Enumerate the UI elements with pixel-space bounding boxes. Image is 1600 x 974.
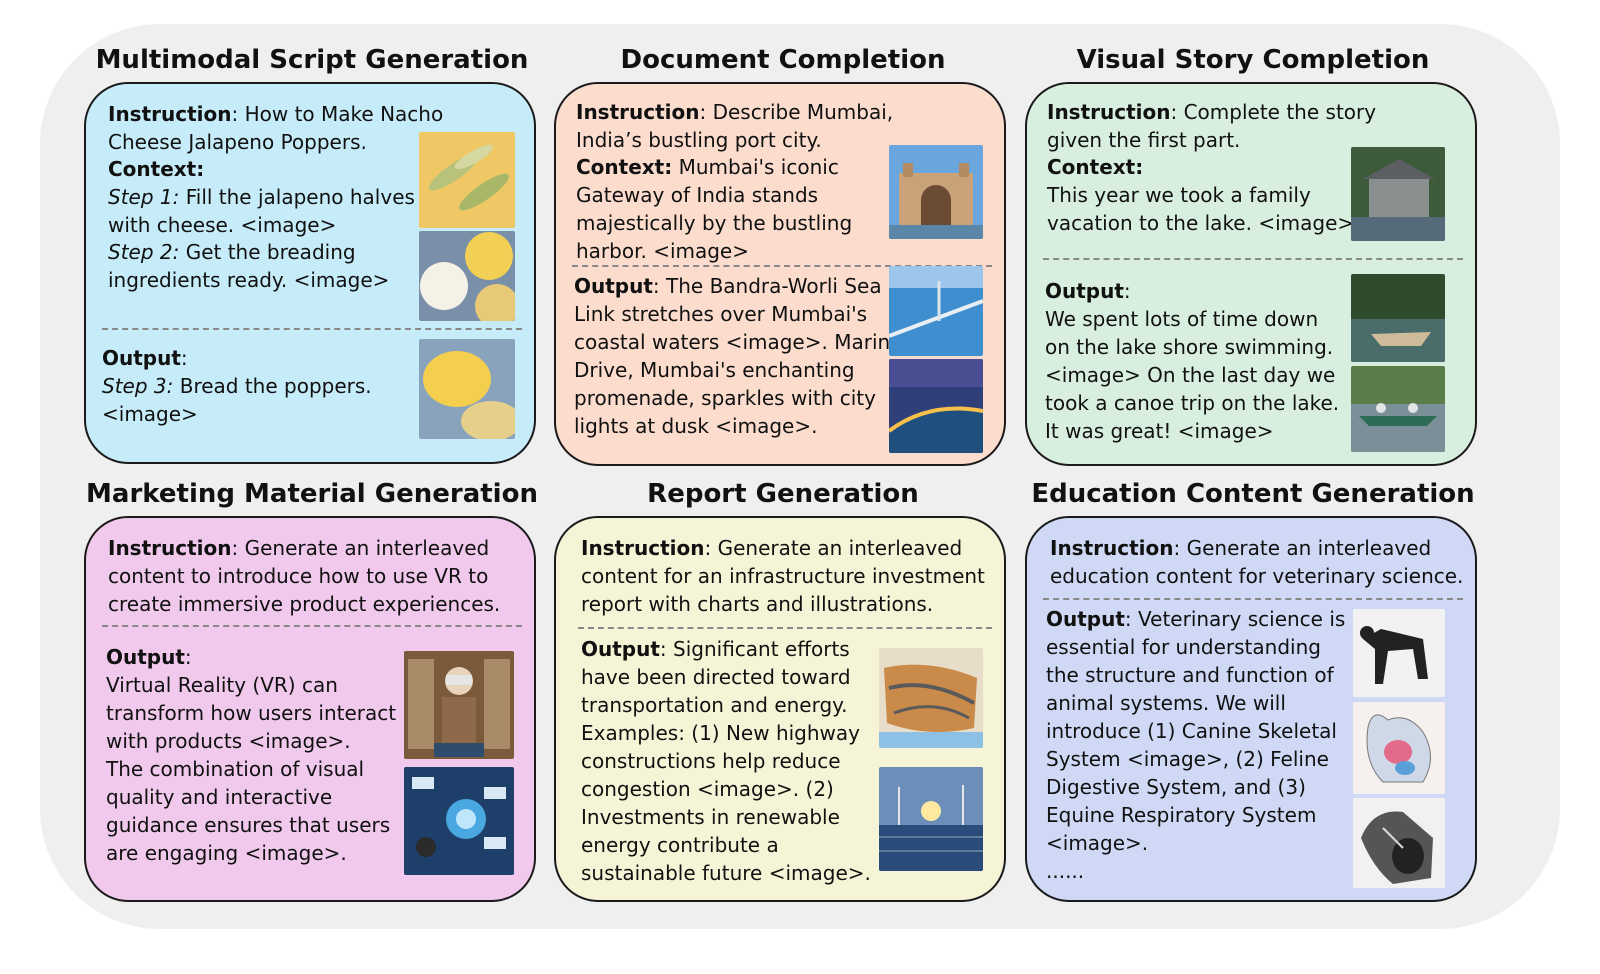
canoe-trip-image xyxy=(1351,366,1445,452)
gateway-of-india-image xyxy=(889,145,983,239)
canine-skeleton-image xyxy=(1353,609,1445,697)
bread-poppers-image xyxy=(419,339,515,439)
card1-step2: Step 2: Get the breading ingredients rea… xyxy=(108,240,390,292)
title-marketing-material: Marketing Material Generation xyxy=(86,479,538,509)
jalapeno-halves-image xyxy=(419,132,515,228)
card2-instruction: Instruction: Describe Mumbai, India’s bu… xyxy=(576,100,894,152)
card-document-completion: Instruction: Describe Mumbai, India’s bu… xyxy=(554,82,1006,466)
title-document-completion: Document Completion xyxy=(620,45,946,75)
card5-instruction: Instruction: Generate an interleaved con… xyxy=(581,536,985,616)
card2-output: Output: The Bandra-Worli Sea Link stretc… xyxy=(574,274,903,438)
card1-step3: Step 3: Bread the poppers. <image> xyxy=(102,374,372,426)
card5-divider xyxy=(578,627,992,629)
equine-respiratory-image xyxy=(1353,798,1445,888)
card-visual-story: Instruction: Complete the story given th… xyxy=(1025,82,1477,466)
card3-output: We spent lots of time down on the lake s… xyxy=(1045,307,1340,443)
lake-shore-image xyxy=(1351,274,1445,362)
title-visual-story: Visual Story Completion xyxy=(1076,45,1430,75)
card-marketing-material: Instruction: Generate an interleaved con… xyxy=(84,516,536,902)
marine-drive-image xyxy=(889,359,983,453)
card2-context: Context: Mumbai's iconic Gateway of Indi… xyxy=(576,155,853,263)
card2-divider xyxy=(572,265,992,267)
feline-digestive-image xyxy=(1353,702,1445,794)
card-education-content: Instruction: Generate an interleaved edu… xyxy=(1025,516,1477,902)
highway-map-illustration xyxy=(879,648,983,748)
card4-instruction: Instruction: Generate an interleaved con… xyxy=(108,536,501,616)
card5-output: Output: Significant efforts have been di… xyxy=(581,637,871,885)
card6-divider xyxy=(1043,598,1463,600)
breading-ingredients-image xyxy=(419,231,515,321)
card6-output: Output: Veterinary science is essential … xyxy=(1046,607,1346,883)
card-multimodal-script: Instruction: How to Make Nacho Cheese Ja… xyxy=(84,82,536,464)
card1-divider xyxy=(102,328,522,330)
lake-house-image xyxy=(1351,147,1445,241)
title-multimodal-script: Multimodal Script Generation xyxy=(95,45,529,75)
vr-headset-shopper-image xyxy=(404,651,514,759)
card1-step1: Step 1: Fill the jalapeno halves with ch… xyxy=(108,185,415,237)
card1-context-label: Context: xyxy=(108,157,205,181)
card3-context: This year we took a family vacation to t… xyxy=(1047,183,1355,235)
renewable-energy-image xyxy=(879,767,983,871)
card3-context-label: Context: xyxy=(1047,155,1144,179)
card3-output-label: Output: xyxy=(1045,279,1131,303)
sea-link-image xyxy=(889,266,983,356)
card6-instruction: Instruction: Generate an interleaved edu… xyxy=(1050,536,1464,588)
card3-instruction: Instruction: Complete the story given th… xyxy=(1047,100,1377,152)
title-education-content: Education Content Generation xyxy=(1031,479,1475,509)
card-report-generation: Instruction: Generate an interleaved con… xyxy=(554,516,1006,902)
title-report-generation: Report Generation xyxy=(647,479,919,509)
card3-divider xyxy=(1043,258,1463,260)
card1-instruction: Instruction: How to Make Nacho Cheese Ja… xyxy=(108,102,444,154)
card4-divider xyxy=(102,625,522,627)
card1-output: Output: xyxy=(102,346,188,370)
vr-guidance-interface-image xyxy=(404,767,514,875)
card4-output-label: Output: xyxy=(106,645,192,669)
card4-output: Virtual Reality (VR) can transform how u… xyxy=(106,673,397,865)
